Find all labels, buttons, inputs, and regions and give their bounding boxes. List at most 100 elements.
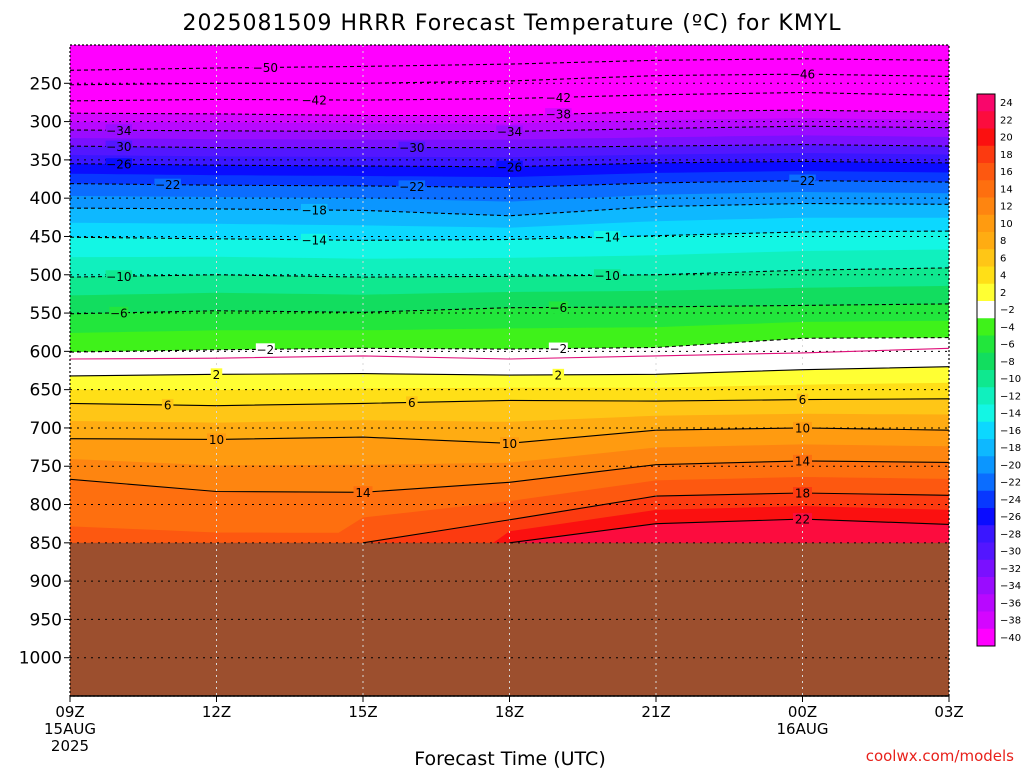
isotherm-label: 18 — [795, 487, 810, 501]
isotherm-label-bg — [161, 398, 174, 411]
isotherm-label: 14 — [795, 454, 810, 468]
colorbar-label: 10 — [1000, 219, 1013, 230]
colorbar-label: −4 — [1000, 322, 1015, 333]
colorbar-label: 22 — [1000, 115, 1013, 126]
isotherm-label-bg — [398, 141, 426, 154]
y-tick-label: 650 — [30, 381, 62, 401]
isotherm-label-bg — [154, 178, 181, 191]
isotherm-label: −10 — [595, 269, 620, 283]
x-tick-label: 2025 — [51, 737, 89, 755]
isotherm-label: −46 — [790, 68, 815, 82]
isotherm-label: −26 — [497, 160, 522, 174]
colorbar-swatch — [977, 197, 995, 216]
isotherm-label: −6 — [110, 306, 128, 320]
x-tick-label: 00Z — [788, 703, 817, 721]
y-tick-label: 550 — [30, 304, 62, 324]
colorbar-swatch — [977, 214, 995, 233]
isotherm-label-bg — [793, 487, 812, 500]
isotherm-label: 2 — [555, 368, 563, 382]
colorbar-label: 16 — [1000, 167, 1013, 178]
colorbar-swatch — [977, 163, 995, 181]
colorbar-label: 4 — [1000, 271, 1006, 282]
isotherm-label: −22 — [790, 174, 815, 188]
x-tick-label: 21Z — [641, 703, 670, 721]
isotherm-label: 2 — [213, 368, 221, 382]
y-tick-label: 750 — [30, 457, 62, 477]
isotherm-18 — [362, 492, 949, 544]
isotherm-label-bg — [109, 306, 129, 319]
colorbar-swatch — [977, 111, 995, 129]
colorbar-label: −38 — [1000, 616, 1021, 627]
isotherm-label-bg — [545, 91, 572, 104]
colorbar-label: −32 — [1000, 564, 1021, 575]
x-tick-label: 12Z — [202, 703, 231, 721]
isotherm-label-bg — [105, 158, 133, 171]
y-tick-label: 450 — [30, 227, 62, 247]
colorbar-swatch — [977, 508, 995, 526]
isotherm-label-bg — [552, 368, 565, 381]
isotherm-label-bg — [789, 174, 816, 187]
colorbar-swatch — [977, 387, 995, 405]
colorbar-label: −12 — [1000, 391, 1021, 402]
colorbar-label: −14 — [1000, 409, 1021, 420]
colorbar-label: 8 — [1000, 236, 1006, 247]
isotherm-label-bg — [500, 437, 519, 450]
ground-fill — [70, 542, 949, 696]
isotherm-label-bg — [105, 270, 133, 283]
colorbar-swatch — [977, 94, 995, 112]
colorbar-swatch — [977, 180, 995, 198]
isotherm-label: −34 — [497, 125, 522, 139]
colorbar-swatch — [977, 611, 995, 630]
isotherm-label-bg — [793, 513, 812, 526]
colorbar-swatch — [977, 335, 995, 354]
isotherm-label-bg — [593, 230, 621, 243]
colorbar-swatch — [977, 266, 995, 285]
isotherm-label: −18 — [302, 203, 327, 217]
y-tick-label: 850 — [30, 534, 62, 554]
colorbar-label: −36 — [1000, 598, 1021, 609]
isotherm-label-bg — [496, 125, 523, 138]
isotherm-label: −30 — [399, 141, 424, 155]
isotherm-label: −26 — [106, 158, 131, 172]
colorbar-label: −20 — [1000, 460, 1021, 471]
y-tick-label: 600 — [30, 342, 62, 362]
isotherm-label-bg — [793, 421, 812, 434]
isotherm-lines: −50 −46−42 −42−38−34 −34−30 −30−26 −26−22 −22−… — [70, 58, 949, 544]
colorbar-label: −28 — [1000, 529, 1021, 540]
y-tick-label: 800 — [30, 496, 62, 516]
isotherm-label: 6 — [164, 398, 172, 412]
colorbar-label: −22 — [1000, 478, 1021, 489]
colorbar-label: −34 — [1000, 581, 1021, 592]
isotherm-label: −22 — [399, 180, 424, 194]
isotherm-label-bg — [207, 433, 226, 446]
colorbar-label: 12 — [1000, 202, 1013, 213]
isotherm-label: 22 — [795, 513, 810, 527]
y-tick-label: 950 — [30, 610, 62, 630]
colorbar-label: −18 — [1000, 443, 1021, 454]
isotherm-label-bg — [593, 269, 621, 282]
isotherm-label: −22 — [155, 178, 180, 192]
colorbar-label: 24 — [1000, 98, 1013, 109]
colorbar-swatch — [977, 542, 995, 561]
y-tick-label: 300 — [30, 113, 62, 133]
colorbar-label: −24 — [1000, 495, 1021, 506]
isotherm-label: −6 — [549, 301, 567, 315]
colorbar-swatch — [977, 559, 995, 578]
y-tick-label: 400 — [30, 189, 62, 209]
isotherm-label-bg — [353, 486, 373, 499]
x-tick-label: 15Z — [348, 703, 377, 721]
colorbar-swatch — [977, 128, 995, 147]
isotherm-label-bg — [496, 160, 523, 173]
isotherm-label-bg — [105, 124, 133, 137]
isotherm-label-bg — [406, 396, 418, 409]
isotherm-label-bg — [300, 93, 328, 106]
isotherm-label: −42 — [546, 91, 571, 105]
isotherm-label: −50 — [253, 61, 278, 75]
isotherm-label: −38 — [546, 108, 571, 122]
colorbar-label: 18 — [1000, 150, 1013, 161]
colorbar-swatch — [977, 404, 995, 423]
colorbar: 24 22 20 18 16 14 12 10 8 6 4 2 −2 −4 −6 −8 −10 −12 −14 −16… — [976, 93, 1021, 647]
temperature-field — [70, 45, 949, 608]
colorbar-swatch — [977, 628, 995, 647]
y-tick-label: 500 — [30, 266, 62, 286]
